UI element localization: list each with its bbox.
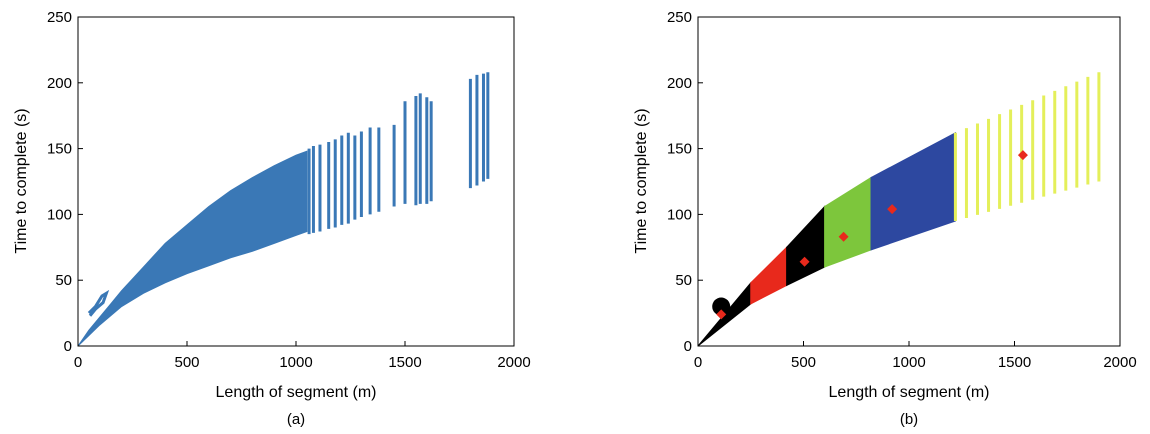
panel-b-cluster-region [870, 131, 956, 251]
panel-b: 0 500 1000 1500 2000 0 50 100 150 200 250 Length … [633, 9, 1137, 428]
panel-a-x-ticks: 0 500 1000 1500 2000 [74, 341, 531, 371]
panel-a-ytick-label: 150 [47, 141, 72, 158]
panel-b-xtick-label: 2000 [1103, 354, 1136, 371]
panel-b-ytick-label: 200 [667, 75, 692, 92]
panel-a-main-region [77, 150, 308, 347]
panel-b-x-ticks: 0 500 1000 1500 2000 [694, 341, 1137, 371]
panel-a-plot [77, 72, 490, 347]
panel-b-ytick-label: 150 [667, 141, 692, 158]
panel-a-loop [87, 289, 110, 317]
panel-a-xtick-label: 0 [74, 354, 82, 371]
panel-a-ytick-label: 250 [47, 9, 72, 26]
panel-a-ytick-label: 50 [55, 272, 72, 289]
panel-b-ytick-label: 50 [675, 272, 692, 289]
panel-a-ytick-label: 0 [64, 338, 72, 355]
panel-a-xtick-label: 1500 [388, 354, 421, 371]
panel-a-ytick-label: 200 [47, 75, 72, 92]
panel-b-centroid-marker [1017, 150, 1028, 161]
panel-a-xtick-label: 2000 [497, 354, 530, 371]
panel-a-ytick-label: 100 [47, 206, 72, 223]
panel-a: 0 500 1000 1500 2000 0 50 100 150 200 250 Length … [13, 9, 531, 428]
panel-b-ytick-label: 250 [667, 9, 692, 26]
panel-a-y-ticks: 0 50 100 150 200 250 [47, 9, 83, 355]
panel-b-centroid-marker [799, 256, 810, 267]
panel-b-xtick-label: 1500 [998, 354, 1031, 371]
panel-a-caption: (a) [287, 411, 305, 428]
panel-b-ytick-label: 100 [667, 206, 692, 223]
panel-b-centroids [716, 150, 1028, 320]
panel-a-xtick-label: 500 [174, 354, 199, 371]
panel-b-xtick-label: 500 [791, 354, 816, 371]
panel-a-xtick-label: 1000 [279, 354, 312, 371]
panel-b-ytick-label: 0 [684, 338, 692, 355]
panel-b-xtick-label: 0 [694, 354, 702, 371]
panel-b-caption: (b) [900, 411, 918, 428]
panel-b-cluster-blob [712, 297, 731, 316]
panel-b-centroid-marker [838, 231, 849, 242]
panel-b-y-ticks: 0 50 100 150 200 250 [667, 9, 703, 355]
panel-b-centroid-marker [716, 309, 727, 320]
panel-b-ylabel: Time to complete (s) [633, 108, 650, 253]
panel-b-plot [697, 72, 1101, 347]
panel-b-xtick-label: 1000 [892, 354, 925, 371]
panel-b-xlabel: Length of segment (m) [829, 384, 990, 401]
panel-a-xlabel: Length of segment (m) [216, 384, 377, 401]
panel-b-cluster-region [750, 246, 788, 305]
panel-b-cluster-region [824, 176, 872, 268]
panel-b-centroid-marker [887, 204, 898, 215]
panel-a-ylabel: Time to complete (s) [13, 108, 30, 253]
panel-b-cluster-region [786, 205, 826, 287]
